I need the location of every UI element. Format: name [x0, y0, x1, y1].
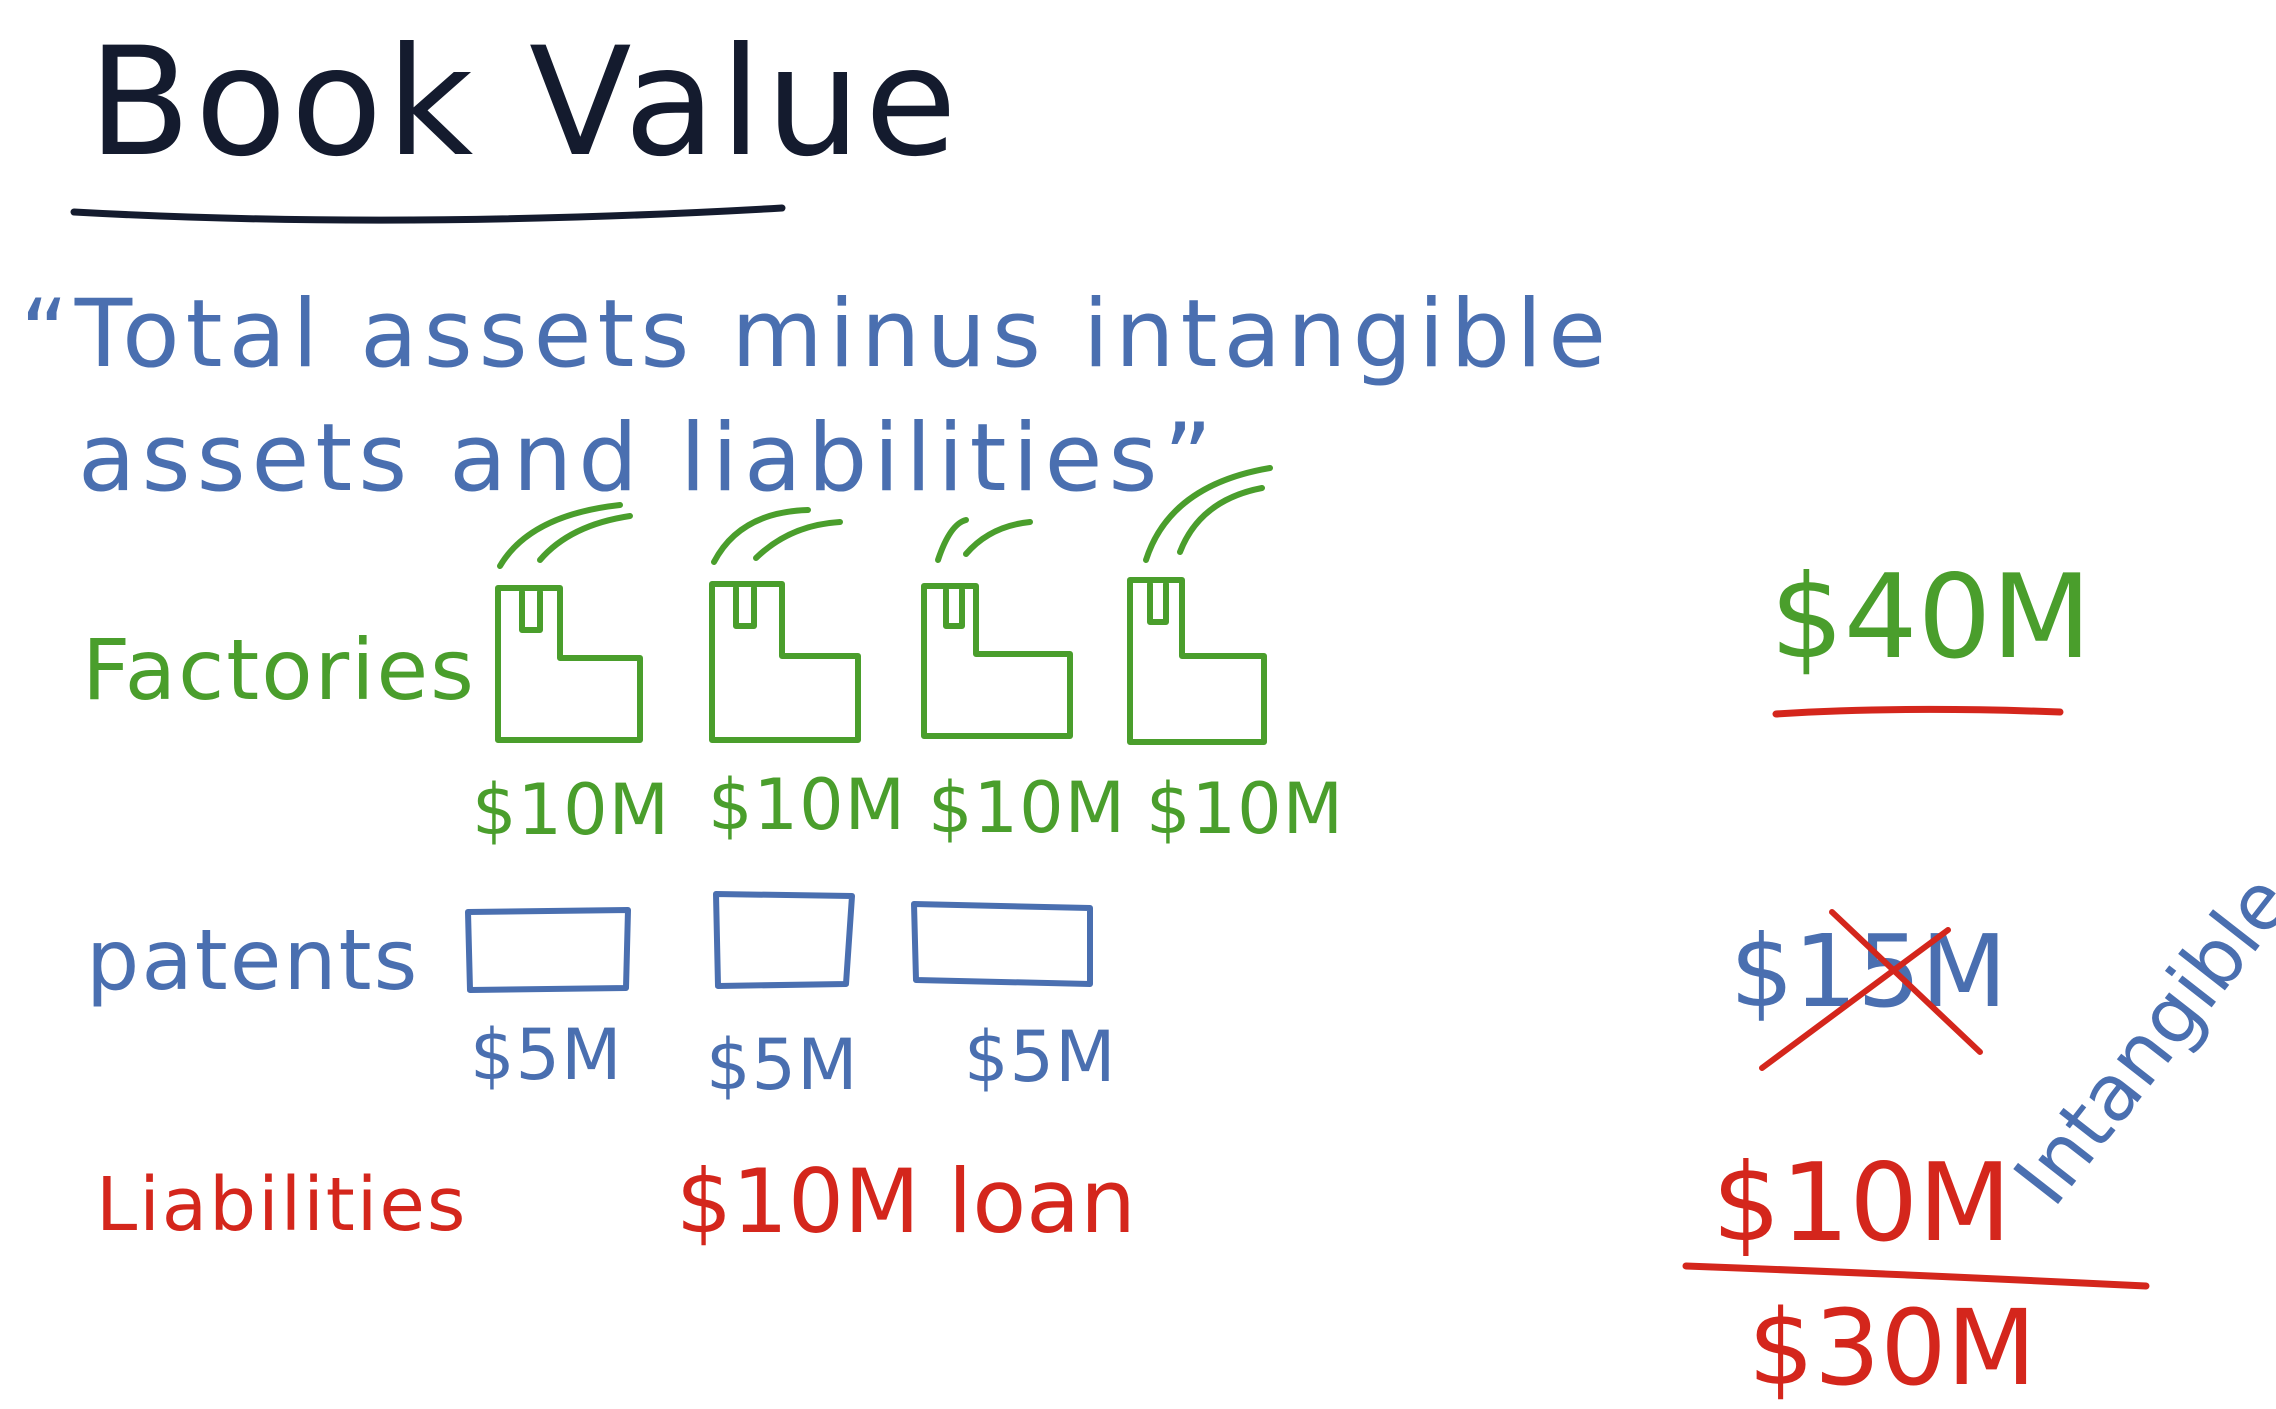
patent-value-1: $5M [470, 1014, 623, 1096]
factory-icon [921, 517, 1073, 739]
liabilities-label: Liabilities [96, 1162, 468, 1248]
factory-value-4: $10M [1146, 768, 1345, 850]
definition-quote-line-1: “Total assets minus intangible [20, 280, 1613, 389]
intangible-struck-value: $15M [1730, 913, 2008, 1030]
liabilities-total-value: $10M [1712, 1141, 2012, 1266]
factories-label: Factories [82, 621, 476, 719]
total-assets-value: $40M [1770, 550, 2092, 685]
patents-label: patents [86, 911, 420, 1009]
total-assets-underline [1772, 705, 2064, 718]
page-title: Book Value [88, 16, 961, 190]
factory-icon [709, 507, 861, 743]
factory-value-2: $10M [708, 764, 907, 846]
title-underline [70, 204, 786, 224]
factory-value-3: $10M [928, 767, 1127, 849]
patent-document-icon [911, 901, 1093, 987]
patent-document-icon [465, 907, 631, 993]
book-value-result: $30M [1748, 1287, 2037, 1409]
intangible-label: Intangible [1997, 858, 2276, 1222]
subtraction-rule [1682, 1262, 2150, 1290]
liabilities-value: $10M loan [676, 1150, 1136, 1253]
patent-value-3: $5M [964, 1016, 1117, 1098]
patent-value-2: $5M [706, 1024, 859, 1106]
patent-document-icon [713, 891, 855, 989]
factory-value-1: $10M [472, 769, 671, 851]
definition-quote-line-2: assets and liabilities” [78, 404, 1219, 513]
factory-icon [495, 502, 643, 743]
